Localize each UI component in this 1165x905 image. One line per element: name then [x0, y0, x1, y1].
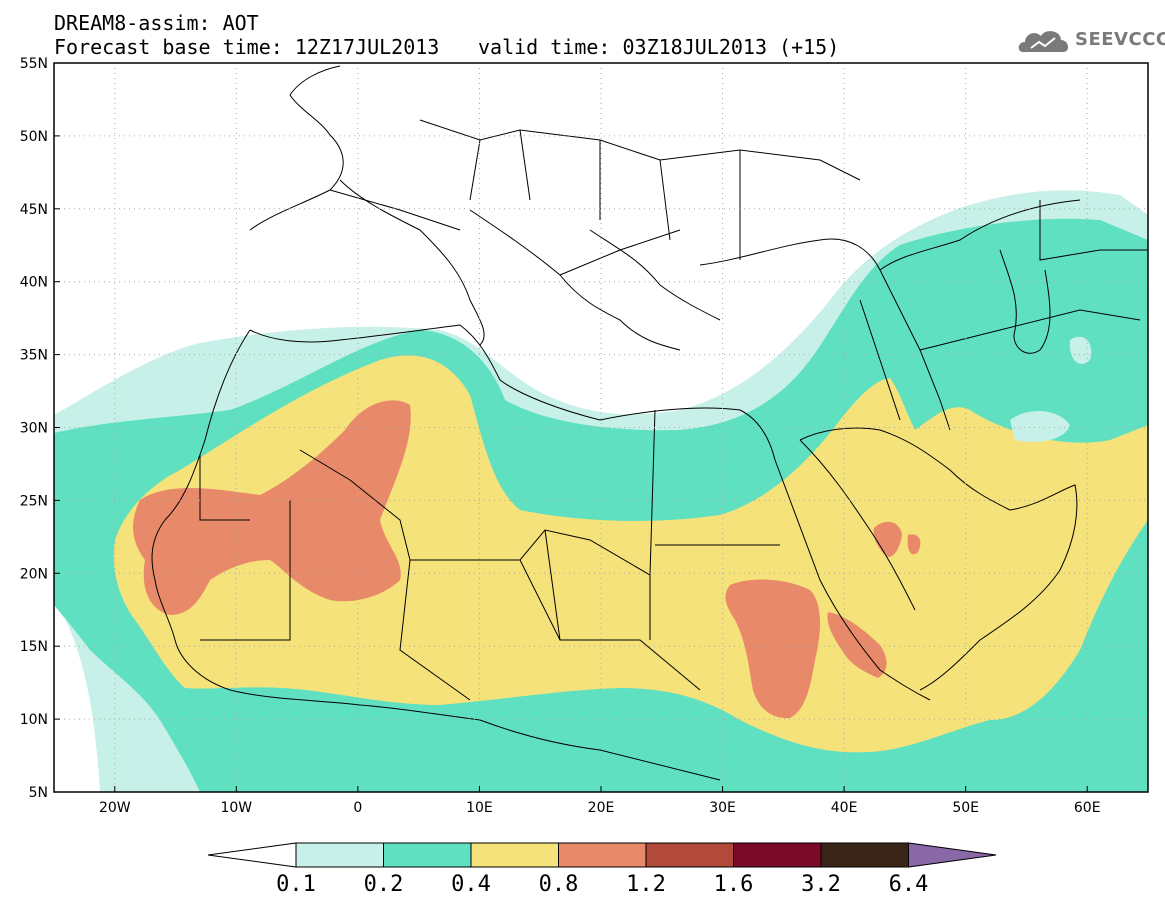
lon-tick-label: 10E	[466, 800, 493, 816]
coast-europe	[249, 65, 1081, 351]
lon-tick-label: 10W	[220, 800, 252, 816]
coast-arabia	[799, 427, 1078, 691]
colorbar-swatch	[295, 842, 384, 868]
coast-redsea	[774, 439, 931, 701]
base-time: Forecast base time: 12Z17JUL2013	[54, 35, 440, 59]
colorbar-label: 3.2	[801, 872, 841, 897]
borders-africa	[199, 409, 780, 701]
colorbar-swatch	[820, 842, 909, 868]
lon-tick-label: 60E	[1074, 800, 1101, 816]
aot-band-0.8-arabia	[873, 521, 921, 557]
lat-tick-label: 45N	[20, 202, 48, 218]
colorbar-label: 0.2	[364, 872, 404, 897]
forecast-times: Forecast base time: 12Z17JUL2013 valid ti…	[54, 35, 839, 59]
lat-tick-label: 20N	[20, 566, 48, 582]
coast-caspian	[999, 249, 1051, 354]
lat-tick-label: 15N	[20, 639, 48, 655]
lon-tick-label: 20W	[99, 800, 131, 816]
lat-tick-label: 30N	[20, 421, 48, 437]
cloud-icon	[1018, 31, 1069, 52]
colorbar-swatch	[383, 842, 472, 868]
lon-tick-label: 30E	[709, 800, 736, 816]
lat-tick-label: 25N	[20, 493, 48, 509]
lon-tick-label: 50E	[952, 800, 979, 816]
logo-text: SEEVCCC	[1075, 29, 1165, 50]
aot-band-0.8-eritrea	[827, 612, 887, 678]
coast-africa	[151, 324, 776, 781]
colorbar-label: 1.2	[626, 872, 666, 897]
borders-europe	[329, 119, 861, 276]
colorbar-min-arrow	[207, 842, 297, 868]
colorbar-swatch	[733, 842, 822, 868]
colorbar-label: 6.4	[889, 872, 929, 897]
borders-middle-east	[859, 200, 1148, 431]
lat-tick-label: 55N	[20, 56, 48, 72]
valid-time: valid time: 03Z18JUL2013 (+15)	[478, 35, 840, 59]
lon-tick-label: 0	[353, 800, 362, 816]
colorbar-swatch	[470, 842, 559, 868]
colorbar-label: 1.6	[714, 872, 754, 897]
aot-band-0.8-west	[133, 400, 411, 615]
lat-tick-label: 50N	[20, 129, 48, 145]
colorbar-swatch	[558, 842, 647, 868]
lat-tick-label: 40N	[20, 275, 48, 291]
colorbar-label: 0.4	[451, 872, 491, 897]
aot-band-0.8-sudan	[725, 579, 820, 719]
colorbar-max-arrow	[908, 842, 997, 868]
colorbar-swatch	[645, 842, 734, 868]
lat-tick-label: 5N	[29, 785, 48, 801]
lon-tick-label: 20E	[588, 800, 615, 816]
colorbar-label: 0.1	[276, 872, 316, 897]
lon-tick-label: 40E	[831, 800, 858, 816]
colorbar-label: 0.8	[539, 872, 579, 897]
map-title: DREAM8-assim: AOT	[54, 11, 259, 35]
lat-tick-label: 35N	[20, 348, 48, 364]
lat-tick-label: 10N	[20, 712, 48, 728]
